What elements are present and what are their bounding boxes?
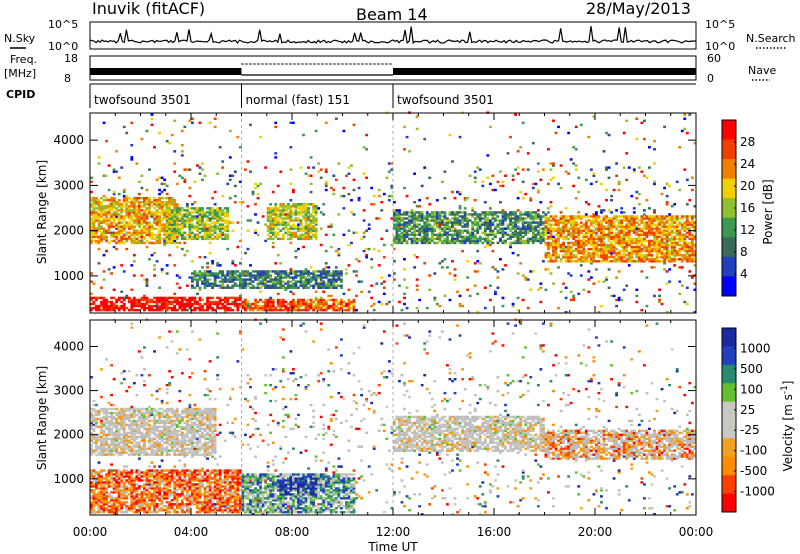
x-tick-label: 20:00 xyxy=(578,525,613,539)
cpid-strip: twofsound 3501 normal (fast) 151 twofsound… xyxy=(89,84,494,108)
colorbar-tick-label: 100 xyxy=(740,382,763,396)
power-heatmap xyxy=(90,111,697,314)
date-title: 28/May/2013 xyxy=(586,0,691,18)
colorbar-swatch xyxy=(722,237,736,258)
freq-trace xyxy=(393,68,696,75)
colorbar-swatch xyxy=(722,159,736,179)
colorbar-swatch xyxy=(722,178,736,199)
velocity-colorbar: 1000 500 100 25 -25 -100 -500 -1000 Velocity [m… xyxy=(721,327,795,513)
nsky-label: N.Sky xyxy=(4,32,36,45)
colorbar-swatch xyxy=(722,401,736,421)
cpid-label: CPID xyxy=(6,88,35,101)
colorbar-tick-label: 4 xyxy=(740,267,748,281)
nave-axis-bottom: 0 xyxy=(707,72,714,85)
nave-axis-top: 60 xyxy=(707,52,721,65)
power-ylabel: Slant Range [km] xyxy=(35,160,49,264)
nsky-trace xyxy=(89,26,697,45)
colorbar-swatch xyxy=(722,475,736,494)
velocity-colorbar-label: Velocity [m s-1] xyxy=(780,381,795,472)
colorbar-tick-label: 500 xyxy=(740,362,763,376)
colorbar-swatch xyxy=(722,256,736,277)
y-tick-label: 2000 xyxy=(53,224,84,238)
freq-label: Freq. xyxy=(10,53,37,66)
x-tick-label: 00:00 xyxy=(73,525,108,539)
nsearch-axis-top: 10^5 xyxy=(705,18,735,31)
colorbar-tick-label: 28 xyxy=(740,135,755,149)
x-tick-label: 08:00 xyxy=(275,525,310,539)
power-colorbar: 4 8 12 16 20 24 28 Power [dB] xyxy=(721,119,775,297)
y-tick-label: 3000 xyxy=(53,178,84,192)
y-tick-label: 1000 xyxy=(53,269,84,283)
power-axes: 1000 2000 3000 4000 xyxy=(53,113,697,313)
x-tick-label: 04:00 xyxy=(174,525,209,539)
velocity-axes: 1000 2000 3000 4000 xyxy=(53,320,697,515)
y-tick-label: 1000 xyxy=(53,472,84,486)
nsearch-axis-bottom: 10^0 xyxy=(705,40,735,53)
x-tick-label: 12:00 xyxy=(376,525,411,539)
nsky-axis-bottom: 10^0 xyxy=(48,40,78,53)
colorbar-tick-label: -25 xyxy=(740,423,760,437)
velocity-ylabel: Slant Range [km] xyxy=(35,366,49,470)
colorbar-tick-label: -1000 xyxy=(740,485,775,499)
colorbar-tick-label: -100 xyxy=(740,444,767,458)
cpid-segment-label: twofsound 3501 xyxy=(94,93,191,107)
station-title: Inuvik (fitACF) xyxy=(92,0,205,18)
y-tick-label: 4000 xyxy=(53,339,84,353)
colorbar-swatch xyxy=(722,420,736,439)
colorbar-tick-label: 8 xyxy=(740,245,748,259)
colorbar-tick-label: 24 xyxy=(740,157,755,171)
nave-label: Nave xyxy=(748,64,776,77)
colorbar-tick-label: 1000 xyxy=(740,341,771,355)
time-axis: 00:00 04:00 08:00 12:00 16:00 20:00 00:00 xyxy=(73,525,714,539)
cpid-segment-label: normal (fast) 151 xyxy=(246,93,350,107)
colorbar-tick-label: -500 xyxy=(740,464,767,478)
y-tick-label: 2000 xyxy=(53,428,84,442)
colorbar-swatch xyxy=(722,120,736,140)
colorbar-tick-label: 25 xyxy=(740,403,755,417)
y-tick-label: 3000 xyxy=(53,384,84,398)
x-tick-label: 00:00 xyxy=(679,525,714,539)
freq-axis-top: 18 xyxy=(64,52,78,65)
nsearch-label: N.Search xyxy=(746,32,796,45)
nsky-strip xyxy=(89,21,697,50)
colorbar-swatch xyxy=(722,198,736,219)
colorbar-swatch xyxy=(722,493,736,513)
colorbar-swatch xyxy=(722,346,736,366)
colorbar-swatch xyxy=(722,364,736,384)
time-axis-label: Time UT xyxy=(367,540,418,554)
colorbar-swatch xyxy=(722,276,736,297)
mhz-label: [MHz] xyxy=(4,67,36,80)
colorbar-tick-label: 16 xyxy=(740,201,755,215)
colorbar-swatch xyxy=(722,217,736,238)
colorbar-swatch xyxy=(722,328,736,347)
colorbar-swatch xyxy=(722,438,736,458)
freq-axis-bottom: 8 xyxy=(64,72,71,85)
cpid-segment-label: twofsound 3501 xyxy=(397,93,494,107)
colorbar-swatch xyxy=(722,383,736,402)
nsky-axis-top: 10^5 xyxy=(48,18,78,31)
colorbar-tick-label: 20 xyxy=(740,179,755,193)
x-tick-label: 16:00 xyxy=(477,525,512,539)
colorbar-swatch xyxy=(722,139,736,160)
velocity-heatmap xyxy=(90,318,697,516)
colorbar-tick-label: 12 xyxy=(740,223,755,237)
y-tick-label: 4000 xyxy=(53,133,84,147)
power-colorbar-label: Power [dB] xyxy=(761,179,775,244)
colorbar-swatch xyxy=(722,456,736,476)
beam-title: Beam 14 xyxy=(356,5,428,24)
freq-trace xyxy=(90,68,242,75)
freq-strip xyxy=(89,55,697,81)
